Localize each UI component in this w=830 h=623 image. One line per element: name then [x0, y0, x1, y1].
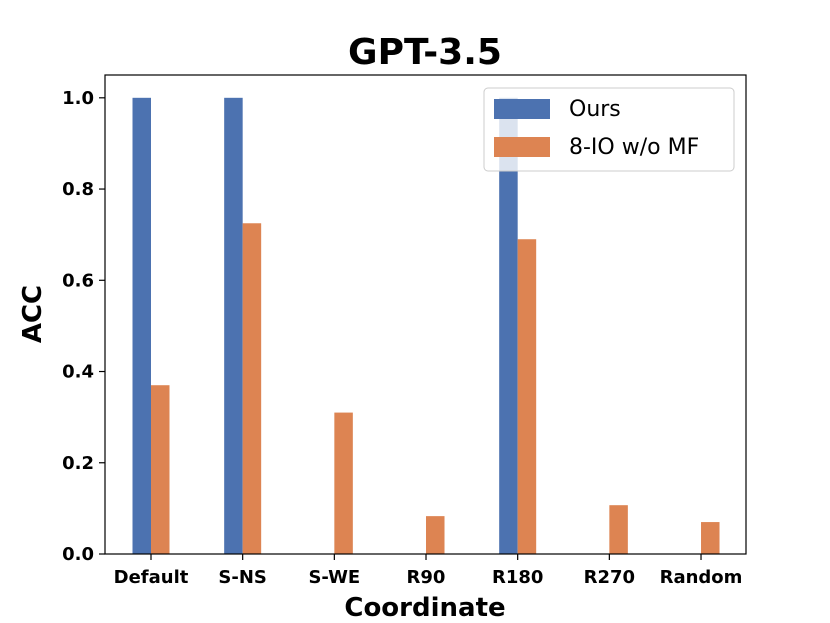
- bar-ours-default: [132, 97, 151, 555]
- bar-8io-wo-mf-r90: [426, 516, 445, 554]
- legend-label: Ours: [569, 97, 621, 122]
- y-axis-ticks: 0.0 0.2 0.4 0.6 0.8 1.0: [62, 88, 105, 565]
- bar-8io-wo-mf-random: [701, 522, 720, 554]
- legend-swatch: [494, 99, 550, 119]
- x-axis-ticks: Default S-NS S-WE R90 R180 R270 Random: [114, 554, 743, 588]
- x-tick-label: S-NS: [218, 567, 266, 588]
- bar-ours-s-ns: [224, 97, 243, 555]
- x-tick-label: S-WE: [308, 567, 360, 588]
- x-tick-label: Default: [114, 567, 189, 588]
- y-tick-label: 0.2: [62, 453, 94, 474]
- x-tick-label: R180: [492, 567, 543, 588]
- y-axis-label: ACC: [18, 285, 48, 343]
- legend: Ours 8-IO w/o MF: [483, 87, 735, 172]
- bar-8io-wo-mf-s-ns: [242, 223, 262, 554]
- bar-8io-wo-mf-r180: [517, 239, 537, 554]
- y-tick-label: 0.8: [62, 179, 94, 200]
- y-tick-label: 0.6: [62, 270, 94, 291]
- legend-swatch: [494, 137, 550, 157]
- y-tick-label: 0.0: [62, 544, 94, 565]
- x-axis-label: Coordinate: [344, 593, 505, 623]
- chart-title: GPT-3.5: [348, 32, 502, 73]
- y-tick-label: 1.0: [62, 88, 94, 109]
- bars-group: [132, 97, 720, 555]
- x-tick-label: R270: [584, 567, 635, 588]
- x-tick-label: Random: [660, 567, 743, 588]
- bar-8io-wo-mf-s-we: [334, 412, 353, 554]
- bar-8io-wo-mf-default: [151, 385, 170, 554]
- y-tick-label: 0.4: [62, 362, 94, 383]
- bar-8io-wo-mf-r270: [609, 505, 628, 554]
- bar-ours-r180: [499, 97, 518, 555]
- legend-label: 8-IO w/o MF: [569, 135, 699, 160]
- x-tick-label: R90: [407, 567, 446, 588]
